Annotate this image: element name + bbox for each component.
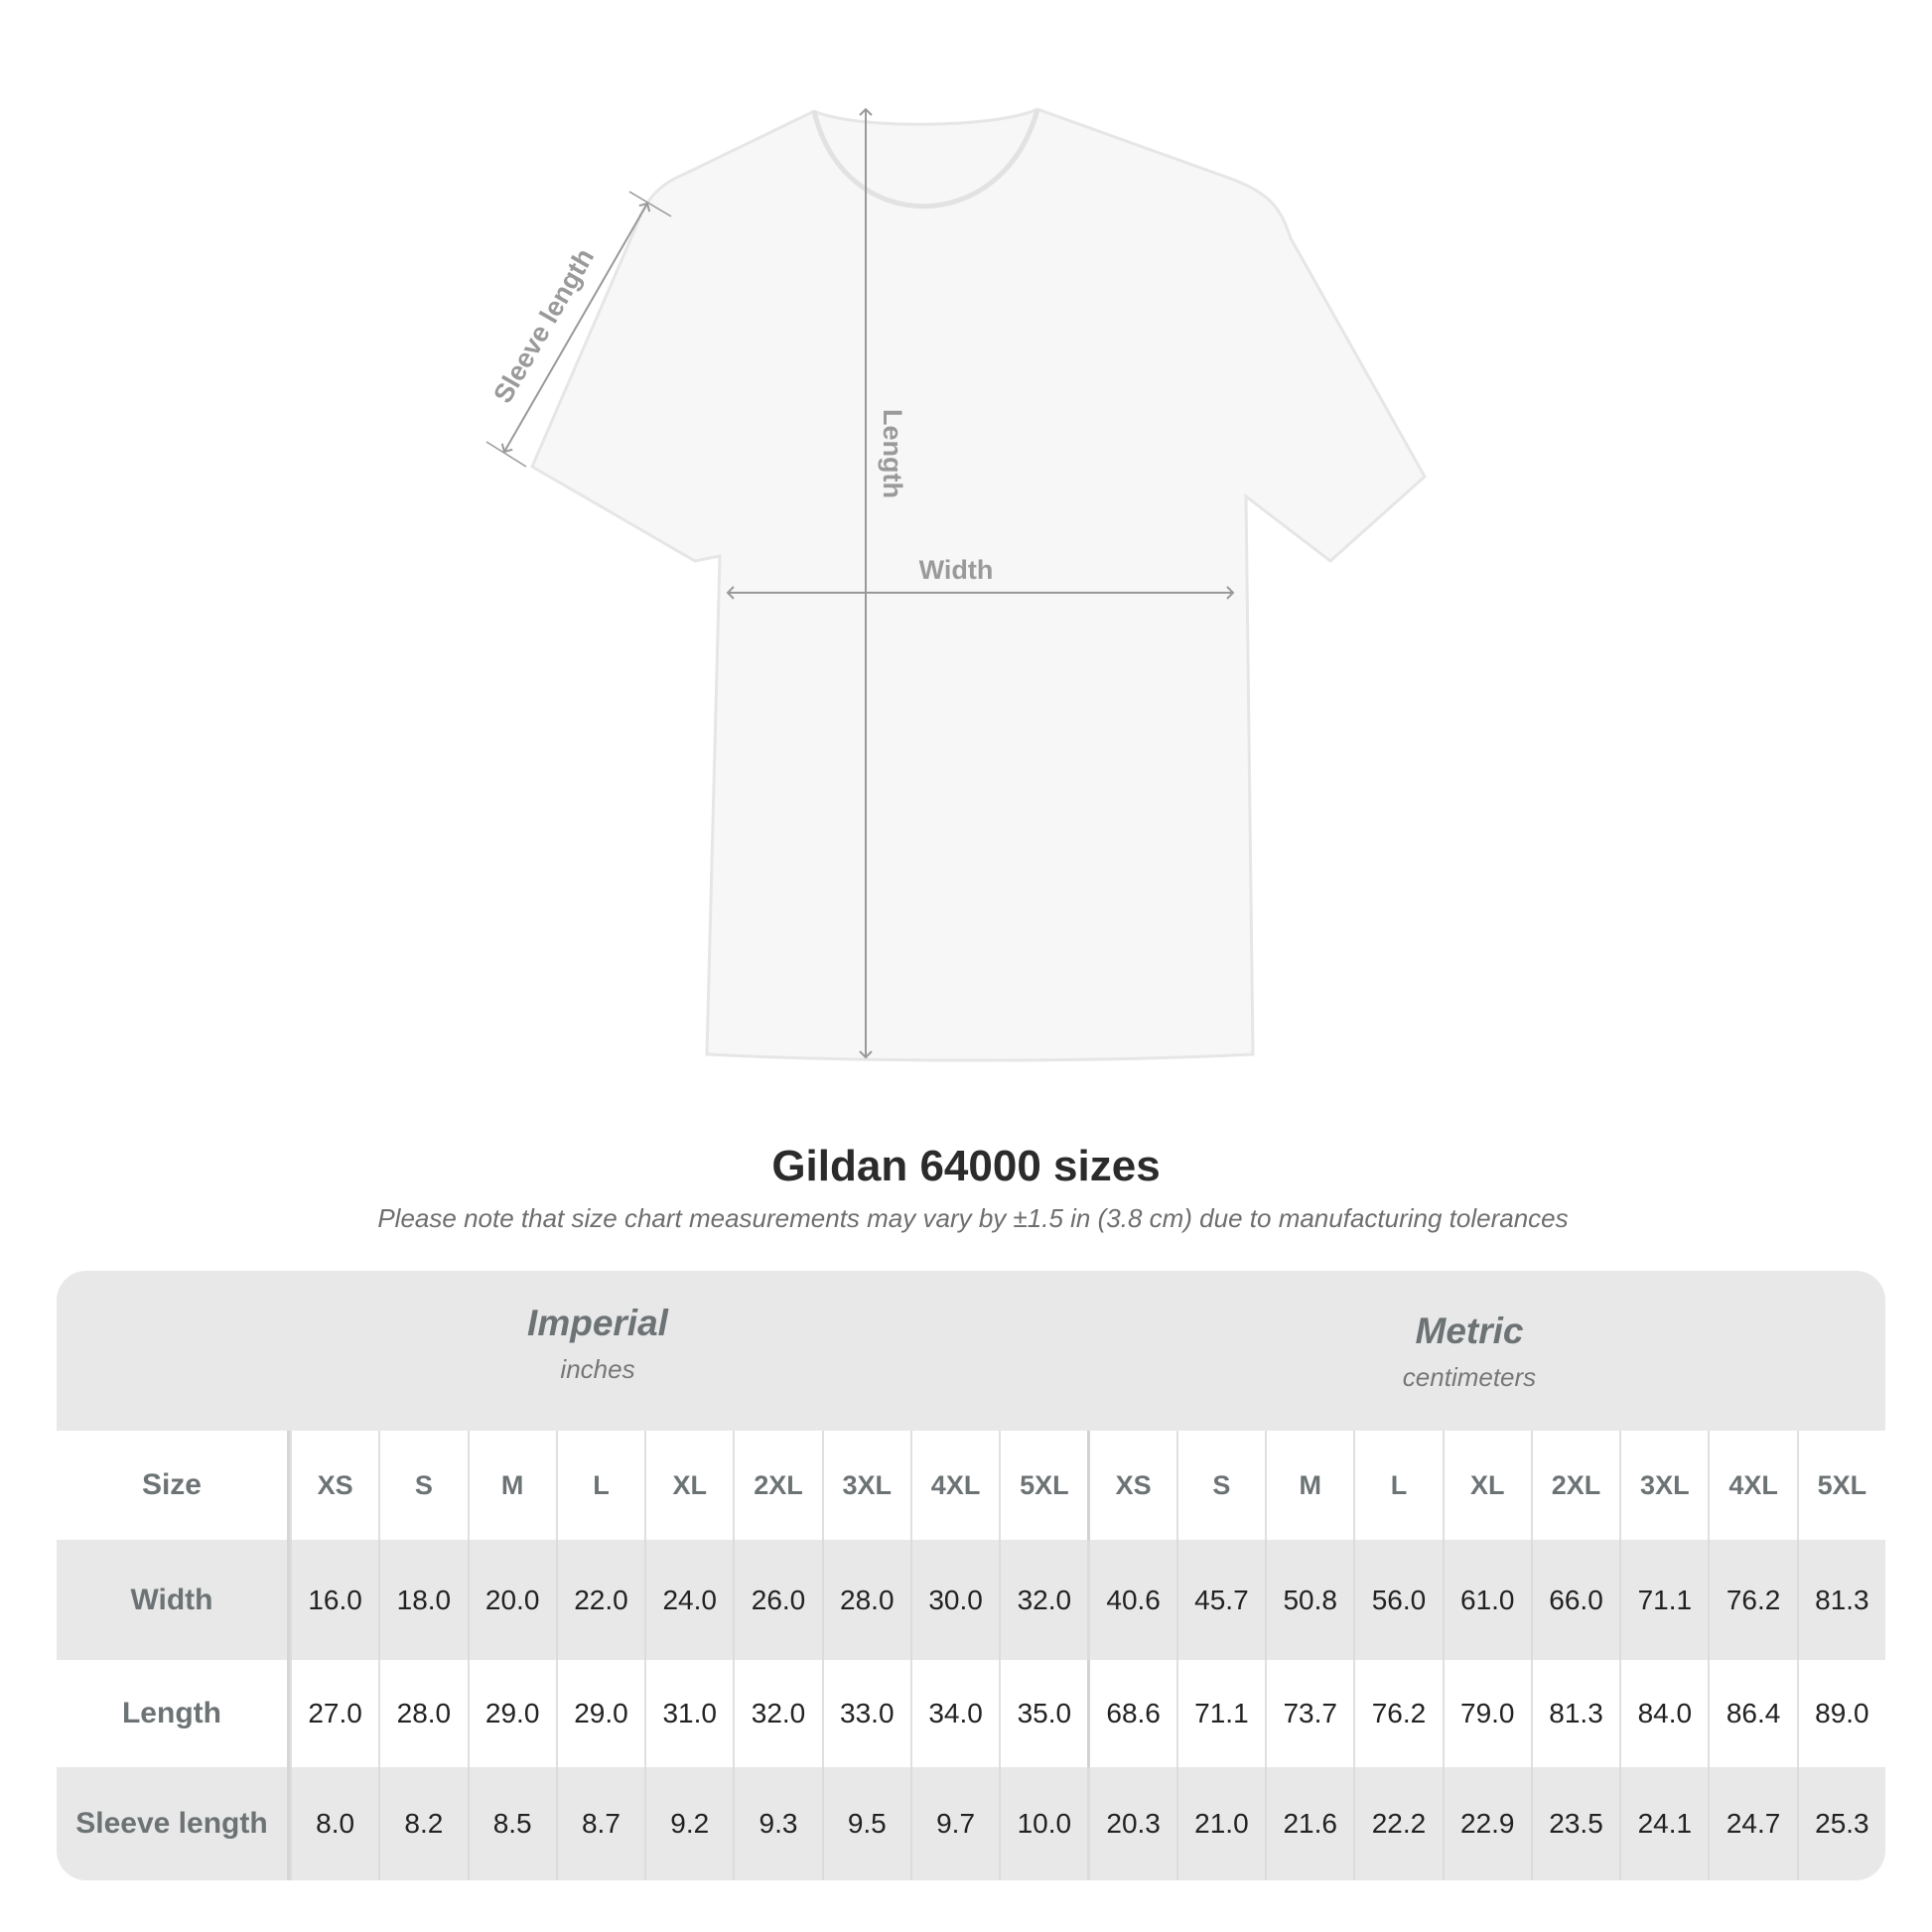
- value-cell: 66.0: [1530, 1540, 1619, 1660]
- value-cell: 35.0: [999, 1660, 1087, 1767]
- value-cell: 9.3: [733, 1767, 821, 1880]
- size-header-cell: M: [1265, 1431, 1353, 1540]
- value-cell: 84.0: [1619, 1660, 1708, 1767]
- size-header-cell: 3XL: [1619, 1431, 1708, 1540]
- value-cell: 29.0: [555, 1660, 644, 1767]
- value-cell: 71.1: [1175, 1660, 1265, 1767]
- row-label: Length: [57, 1660, 290, 1767]
- value-cell: 30.0: [909, 1540, 999, 1660]
- size-header-cell: 2XL: [733, 1431, 821, 1540]
- value-cell: 81.3: [1530, 1660, 1619, 1767]
- row-label: Width: [57, 1540, 290, 1660]
- size-header-cell: 5XL: [999, 1431, 1087, 1540]
- table-row: Length 27.0 28.0 29.0 29.0 31.0 32.0 33.0 34.0 35…: [57, 1660, 1885, 1767]
- value-cell: 76.2: [1353, 1660, 1442, 1767]
- value-cell: 61.0: [1442, 1540, 1531, 1660]
- units-header: Imperial inches Metric centimeters: [57, 1271, 1885, 1431]
- size-header-cell: XL: [1442, 1431, 1531, 1540]
- sleeve-arrow: [500, 202, 651, 454]
- value-cell: 8.7: [555, 1767, 644, 1880]
- size-header-cell: XS: [1087, 1431, 1175, 1540]
- size-header-cell: XL: [644, 1431, 733, 1540]
- value-cell: 76.2: [1708, 1540, 1796, 1660]
- page-title: Gildan 64000 sizes: [771, 1142, 1161, 1190]
- size-header-cell: 4XL: [1708, 1431, 1796, 1540]
- table-row: Sleeve length 8.0 8.2 8.5 8.7 9.2 9.3 9.5 9.7 10.…: [57, 1767, 1885, 1880]
- value-cell: 8.2: [378, 1767, 467, 1880]
- size-header-cell: 4XL: [909, 1431, 999, 1540]
- width-label: Width: [919, 555, 994, 585]
- value-cell: 21.6: [1265, 1767, 1353, 1880]
- value-cell: 45.7: [1175, 1540, 1265, 1660]
- value-cell: 33.0: [821, 1660, 910, 1767]
- size-row: Size XS S M L XL 2XL 3XL 4XL 5XL XS S M L XL 2XL 3XL 4XL…: [57, 1431, 1885, 1540]
- value-cell: 10.0: [999, 1767, 1087, 1880]
- row-label: Sleeve length: [57, 1767, 290, 1880]
- tshirt-shape: [530, 107, 1427, 1062]
- value-cell: 23.5: [1530, 1767, 1619, 1880]
- size-header-cell: L: [1353, 1431, 1442, 1540]
- value-cell: 18.0: [378, 1540, 467, 1660]
- length-label: Length: [878, 409, 907, 498]
- size-header-cell: M: [467, 1431, 556, 1540]
- value-cell: 89.0: [1796, 1660, 1885, 1767]
- metric-header: Metric centimeters: [1402, 1311, 1537, 1392]
- table-row: Width 16.0 18.0 20.0 22.0 24.0 26.0 28.0 30.0 32.…: [57, 1540, 1885, 1660]
- value-cell: 86.4: [1708, 1660, 1796, 1767]
- value-cell: 26.0: [733, 1540, 821, 1660]
- value-cell: 9.2: [644, 1767, 733, 1880]
- value-cell: 68.6: [1087, 1660, 1175, 1767]
- value-cell: 8.5: [467, 1767, 556, 1880]
- value-cell: 32.0: [733, 1660, 821, 1767]
- value-cell: 9.7: [909, 1767, 999, 1880]
- value-cell: 28.0: [378, 1660, 467, 1767]
- value-cell: 40.6: [1087, 1540, 1175, 1660]
- value-cell: 8.0: [289, 1767, 378, 1880]
- collar: [811, 108, 1040, 209]
- value-cell: 9.5: [821, 1767, 910, 1880]
- value-cell: 28.0: [821, 1540, 910, 1660]
- value-cell: 73.7: [1265, 1660, 1353, 1767]
- size-header-cell: S: [378, 1431, 467, 1540]
- value-cell: 22.2: [1353, 1767, 1442, 1880]
- size-header-cell: XS: [289, 1431, 378, 1540]
- row-label: Size: [57, 1431, 290, 1540]
- value-cell: 22.0: [555, 1540, 644, 1660]
- value-cell: 50.8: [1265, 1540, 1353, 1660]
- value-cell: 20.3: [1087, 1767, 1175, 1880]
- size-table: Imperial inches Metric centimeters Size …: [57, 1271, 1885, 1880]
- value-cell: 16.0: [289, 1540, 378, 1660]
- value-cell: 27.0: [289, 1660, 378, 1767]
- value-cell: 29.0: [467, 1660, 556, 1767]
- value-cell: 22.9: [1442, 1767, 1531, 1880]
- value-cell: 21.0: [1175, 1767, 1265, 1880]
- size-header-cell: 3XL: [821, 1431, 910, 1540]
- value-cell: 32.0: [999, 1540, 1087, 1660]
- value-cell: 25.3: [1796, 1767, 1885, 1880]
- value-cell: 24.0: [644, 1540, 733, 1660]
- tolerance-note: Please note that size chart measurements…: [377, 1203, 1569, 1233]
- value-cell: 81.3: [1796, 1540, 1885, 1660]
- size-header-cell: S: [1175, 1431, 1265, 1540]
- value-cell: 24.7: [1708, 1767, 1796, 1880]
- value-cell: 24.1: [1619, 1767, 1708, 1880]
- value-cell: 20.0: [467, 1540, 556, 1660]
- tshirt-diagram: Sleeve length Length Width: [485, 107, 1427, 1062]
- value-cell: 71.1: [1619, 1540, 1708, 1660]
- value-cell: 31.0: [644, 1660, 733, 1767]
- size-header-cell: 2XL: [1530, 1431, 1619, 1540]
- value-cell: 34.0: [909, 1660, 999, 1767]
- size-header-cell: 5XL: [1796, 1431, 1885, 1540]
- value-cell: 79.0: [1442, 1660, 1531, 1767]
- imperial-header: Imperial inches: [527, 1303, 668, 1384]
- value-cell: 56.0: [1353, 1540, 1442, 1660]
- size-header-cell: L: [555, 1431, 644, 1540]
